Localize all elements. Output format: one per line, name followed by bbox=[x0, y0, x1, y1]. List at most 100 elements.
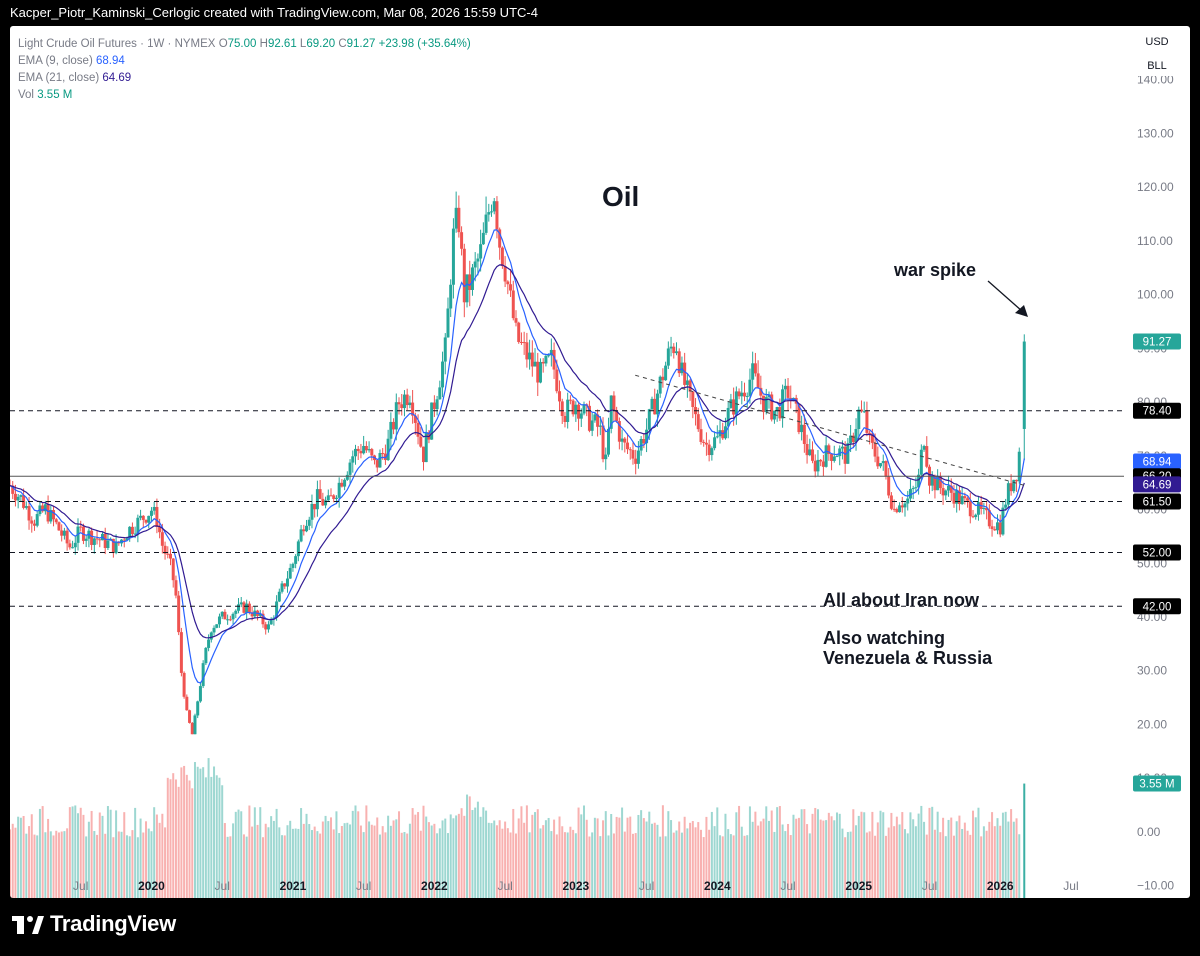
candle-body bbox=[498, 229, 502, 248]
volume-bar bbox=[553, 819, 556, 898]
price-chart[interactable]: 140.00130.00120.00110.00100.0090.0080.00… bbox=[10, 26, 1190, 898]
volume-bar bbox=[36, 835, 39, 898]
volume-bar bbox=[895, 816, 898, 898]
candle-body bbox=[438, 387, 442, 400]
volume-bar bbox=[128, 836, 131, 898]
volume-bar bbox=[155, 814, 158, 898]
volume-bar bbox=[814, 807, 817, 898]
volume-bar bbox=[87, 821, 90, 898]
volume-bar bbox=[193, 762, 196, 898]
candle-body bbox=[873, 442, 877, 457]
candle-body bbox=[348, 462, 352, 475]
legend-low: 69.20 bbox=[306, 38, 336, 50]
candle-body bbox=[476, 258, 480, 262]
candle-body bbox=[324, 500, 328, 506]
volume-histogram bbox=[10, 758, 1026, 898]
candle-body bbox=[919, 449, 923, 475]
volume-bar bbox=[433, 823, 436, 898]
candle-body bbox=[103, 533, 107, 549]
candle-body bbox=[990, 526, 994, 530]
tradingview-wordmark[interactable]: TradingView bbox=[50, 911, 176, 936]
candle-body bbox=[851, 435, 855, 443]
x-tick-label: 2025 bbox=[845, 879, 872, 893]
y-tick-label: 110.00 bbox=[1137, 234, 1173, 248]
volume-bar bbox=[349, 824, 352, 898]
candle-body bbox=[552, 349, 556, 370]
volume-bar bbox=[368, 821, 371, 898]
volume-bar bbox=[797, 817, 800, 898]
candle-body bbox=[245, 603, 249, 613]
candle-body bbox=[862, 411, 866, 413]
volume-bar bbox=[599, 836, 602, 898]
volume-bar bbox=[98, 812, 101, 898]
candle-body bbox=[947, 485, 951, 491]
candle-body bbox=[849, 435, 853, 444]
chart-panel[interactable]: 140.00130.00120.00110.00100.0090.0080.00… bbox=[10, 26, 1190, 898]
volume-bar bbox=[713, 826, 716, 898]
volume-bar bbox=[846, 832, 849, 898]
volume-bar bbox=[278, 827, 281, 898]
candle-body bbox=[609, 395, 613, 429]
volume-bar bbox=[324, 815, 327, 898]
candle-body bbox=[315, 489, 319, 510]
candle-body bbox=[745, 395, 749, 397]
horizontal-levels bbox=[10, 374, 1124, 607]
candle-body bbox=[353, 448, 357, 457]
candle-body bbox=[136, 517, 140, 534]
x-tick-label: Jul bbox=[922, 879, 937, 893]
volume-bar bbox=[346, 822, 349, 898]
chart-title: Oil bbox=[602, 181, 639, 212]
candle-body bbox=[114, 541, 118, 554]
volume-bar bbox=[305, 813, 308, 898]
price-badge-label: 3.55 M bbox=[1139, 779, 1174, 791]
candle-body bbox=[830, 454, 834, 461]
volume-bar bbox=[117, 831, 120, 898]
price-badge: 78.40 bbox=[1133, 402, 1181, 419]
candle-body bbox=[702, 441, 706, 443]
y-tick-label: 130.00 bbox=[1137, 126, 1174, 140]
tradingview-logo-icon[interactable] bbox=[12, 916, 44, 934]
volume-bar bbox=[610, 814, 613, 898]
volume-bar bbox=[1004, 811, 1007, 898]
volume-bar bbox=[767, 820, 770, 898]
candle-body bbox=[881, 461, 885, 464]
volume-bar bbox=[104, 833, 107, 898]
x-tick-label: 2020 bbox=[138, 879, 165, 893]
unit-button[interactable]: BLL bbox=[1133, 56, 1181, 76]
candle-body bbox=[544, 355, 548, 364]
candle-body bbox=[30, 520, 34, 524]
volume-bar bbox=[808, 833, 811, 898]
volume-bar bbox=[509, 832, 512, 898]
legend-vol-label: Vol bbox=[18, 89, 34, 101]
volume-bar bbox=[623, 831, 626, 898]
volume-bar bbox=[256, 824, 259, 898]
currency-button[interactable]: USD bbox=[1133, 32, 1181, 52]
volume-bar bbox=[120, 831, 123, 898]
candle-body bbox=[296, 541, 300, 557]
volume-bar bbox=[852, 809, 855, 898]
x-tick-label: 2023 bbox=[562, 879, 589, 893]
volume-bar bbox=[463, 815, 466, 898]
volume-bar bbox=[441, 820, 444, 898]
volume-bar bbox=[958, 815, 961, 898]
volume-bar bbox=[835, 812, 838, 898]
candle-body bbox=[386, 438, 390, 461]
volume-bar bbox=[830, 816, 833, 898]
candle-body bbox=[95, 538, 99, 540]
volume-bar bbox=[525, 805, 528, 898]
volume-bar bbox=[106, 806, 109, 898]
volume-bar bbox=[55, 830, 58, 898]
volume-bar bbox=[999, 825, 1002, 898]
volume-bar bbox=[806, 824, 809, 898]
volume-bar bbox=[365, 805, 368, 898]
candle-body bbox=[351, 456, 355, 463]
candle-body bbox=[291, 563, 295, 568]
candle-body bbox=[378, 453, 382, 468]
candle-body bbox=[196, 701, 200, 716]
candle-body bbox=[617, 421, 621, 442]
candle-body bbox=[332, 495, 336, 500]
volume-bar bbox=[776, 807, 779, 898]
volume-bar bbox=[474, 807, 477, 898]
candle-body bbox=[528, 352, 532, 360]
candle-body bbox=[713, 437, 717, 449]
